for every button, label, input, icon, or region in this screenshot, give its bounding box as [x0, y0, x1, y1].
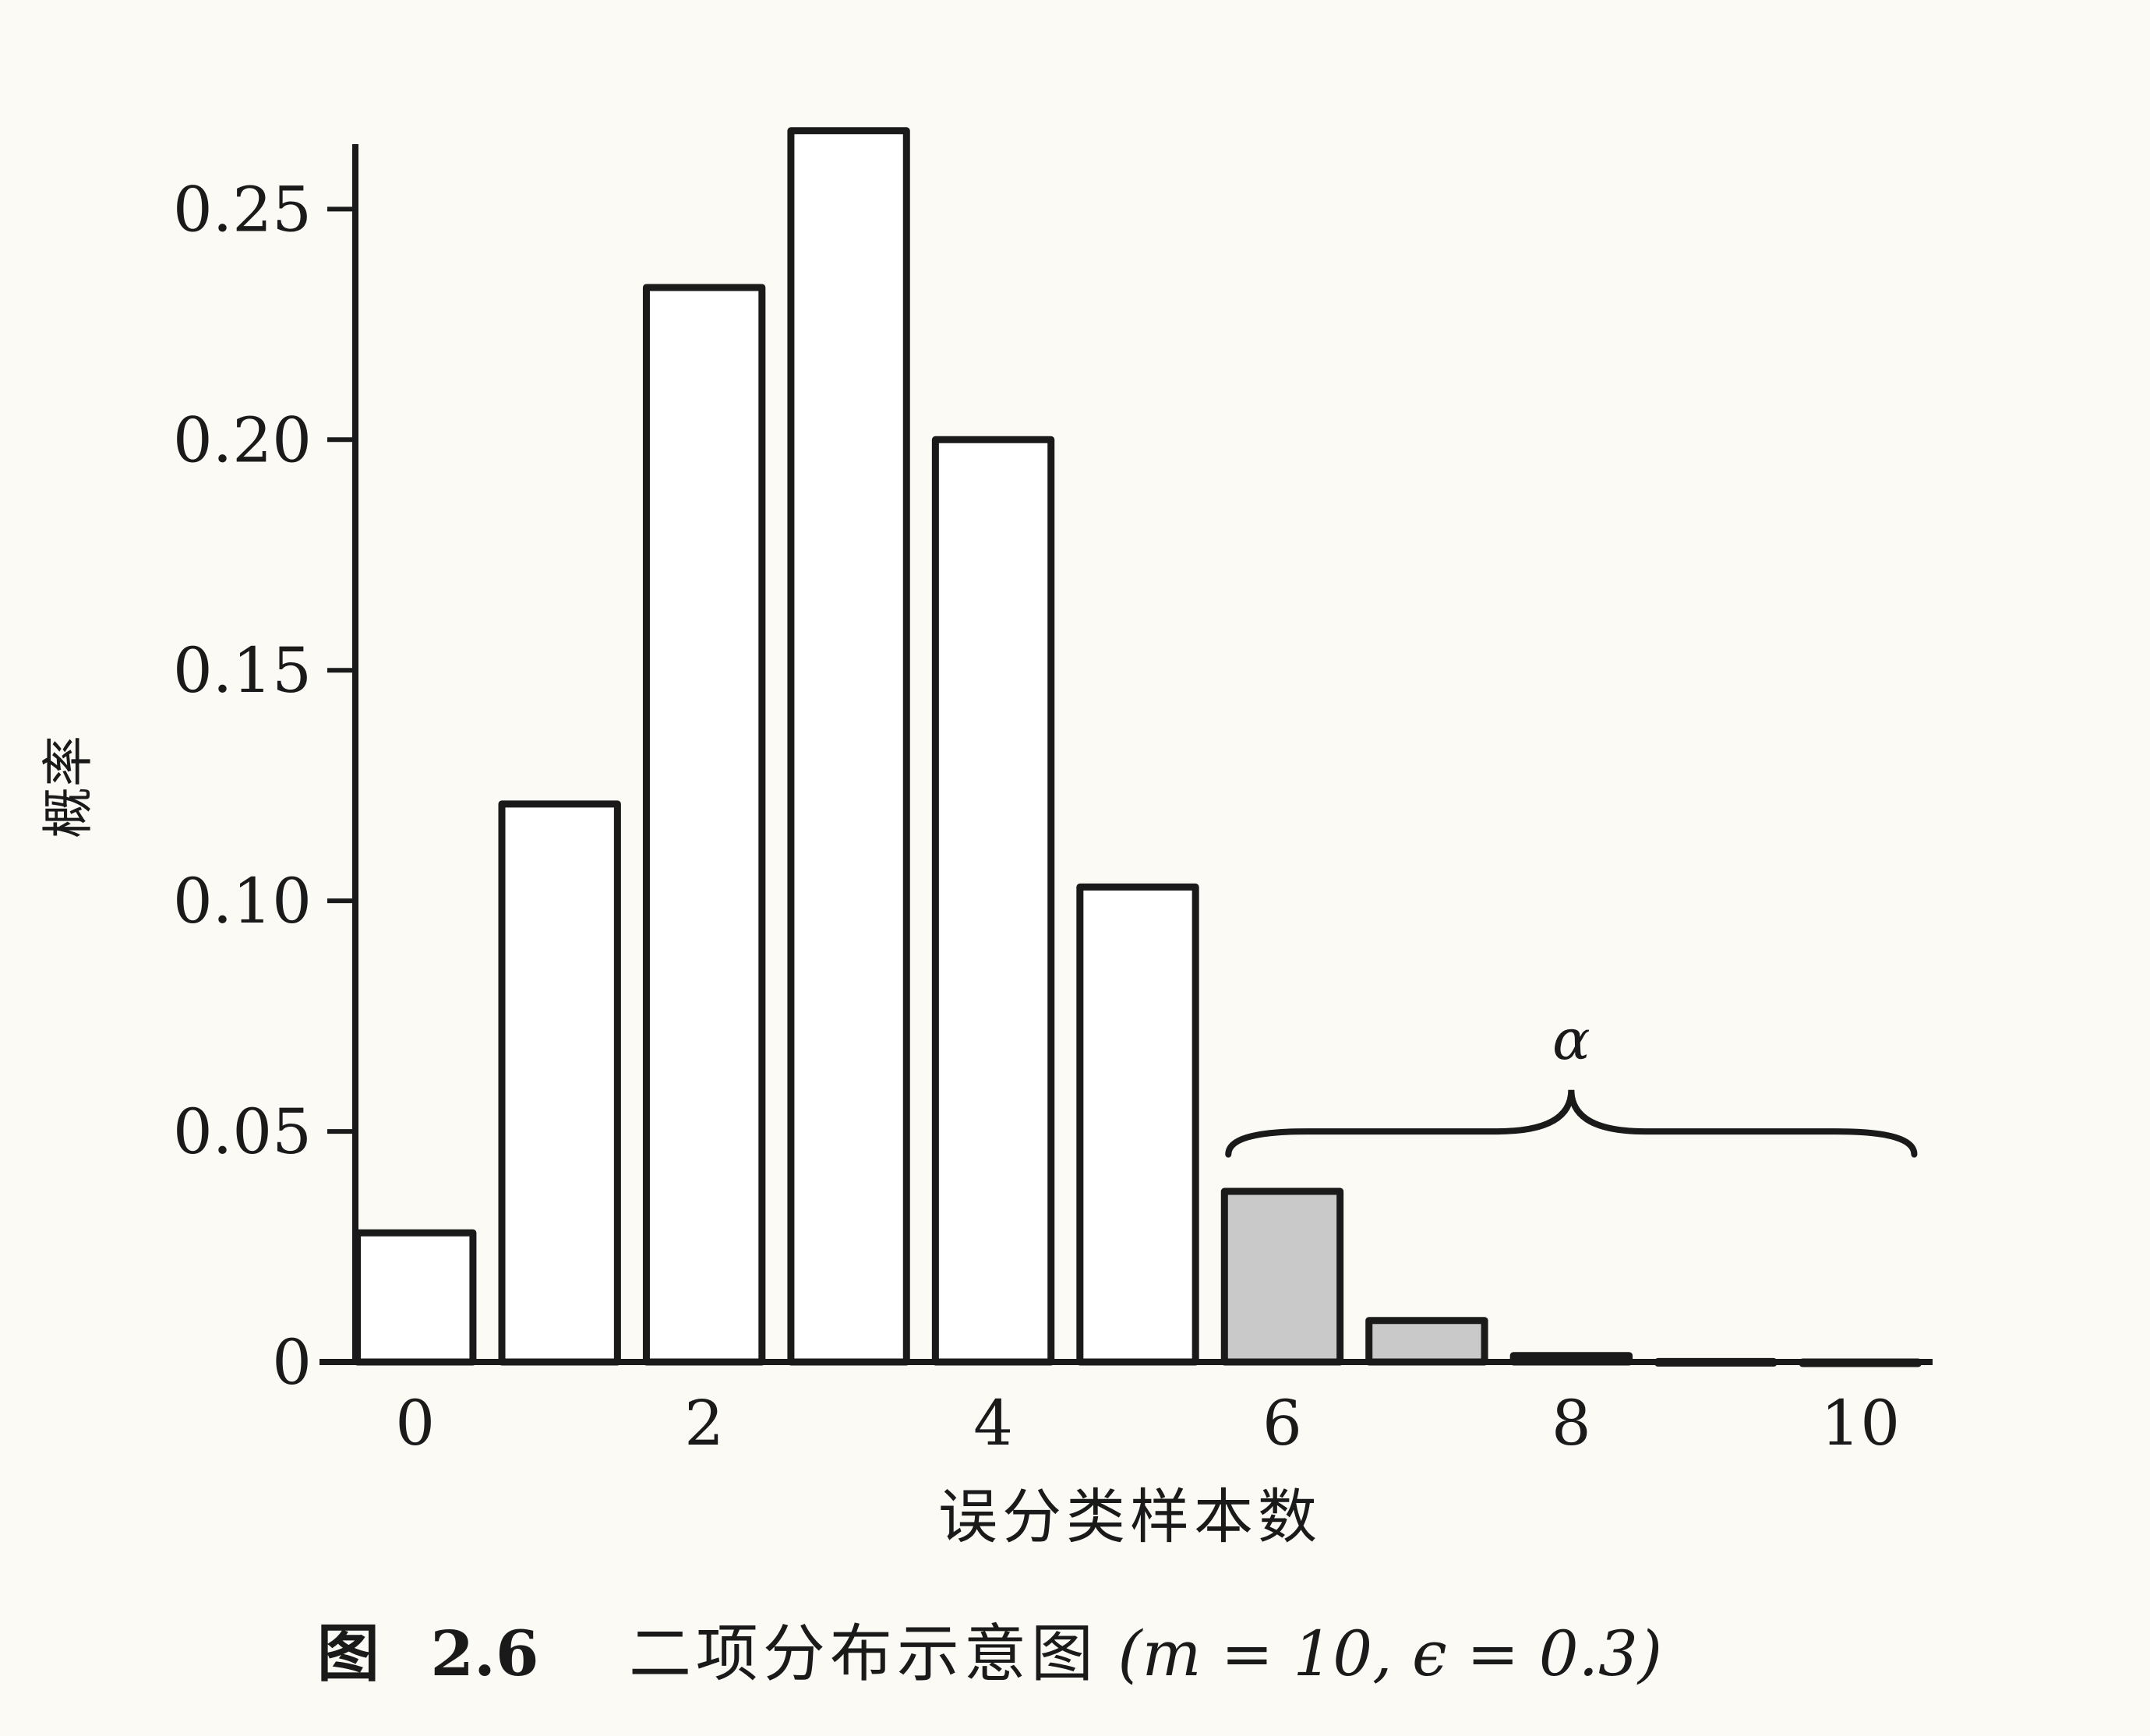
y-tick-label: 0.15: [173, 634, 312, 707]
x-axis-label: 误分类样本数: [938, 1482, 1322, 1551]
y-tick-label: 0.10: [173, 865, 312, 937]
y-tick-label: 0.20: [173, 404, 312, 476]
alpha-annotation: α: [1552, 1007, 1590, 1072]
bar-3: [787, 127, 910, 1366]
bars-group: [354, 127, 1922, 1367]
caption-text: 二项分布示意图: [629, 1618, 1098, 1690]
x-tick-label: 0: [395, 1387, 435, 1459]
bar-6: [1220, 1187, 1344, 1366]
y-tick-label: 0.25: [173, 173, 312, 245]
caption-formula: (m = 10, ϵ = 0.3): [1117, 1618, 1662, 1690]
x-ticks-group: 0 2 4 6 8 10: [395, 1387, 1900, 1459]
bar-7: [1365, 1317, 1488, 1366]
bar-4: [931, 436, 1055, 1366]
bar-0: [354, 1229, 477, 1366]
bar-2: [642, 284, 766, 1366]
figure-caption: 图 2.6 二项分布示意图 (m = 10, ϵ = 0.3): [317, 1617, 1662, 1690]
x-tick-label: 10: [1820, 1387, 1900, 1459]
y-tick-label: 0.05: [173, 1096, 312, 1168]
x-tick-label: 8: [1552, 1387, 1591, 1459]
alpha-brace: [1225, 1089, 1918, 1158]
caption-figure-label: 图: [317, 1618, 380, 1690]
x-tick-label: 2: [684, 1387, 724, 1459]
bar-1: [498, 800, 621, 1366]
y-tick-label: 0: [272, 1326, 312, 1399]
x-tick-label: 4: [973, 1387, 1013, 1459]
bar-5: [1076, 883, 1199, 1366]
y-ticks-group: 0 0.05 0.10 0.15 0.20 0.25: [173, 173, 355, 1399]
x-tick-label: 6: [1262, 1387, 1302, 1459]
y-axis-label: 概率: [38, 736, 98, 838]
caption-figure-number: 2.6: [430, 1617, 538, 1690]
